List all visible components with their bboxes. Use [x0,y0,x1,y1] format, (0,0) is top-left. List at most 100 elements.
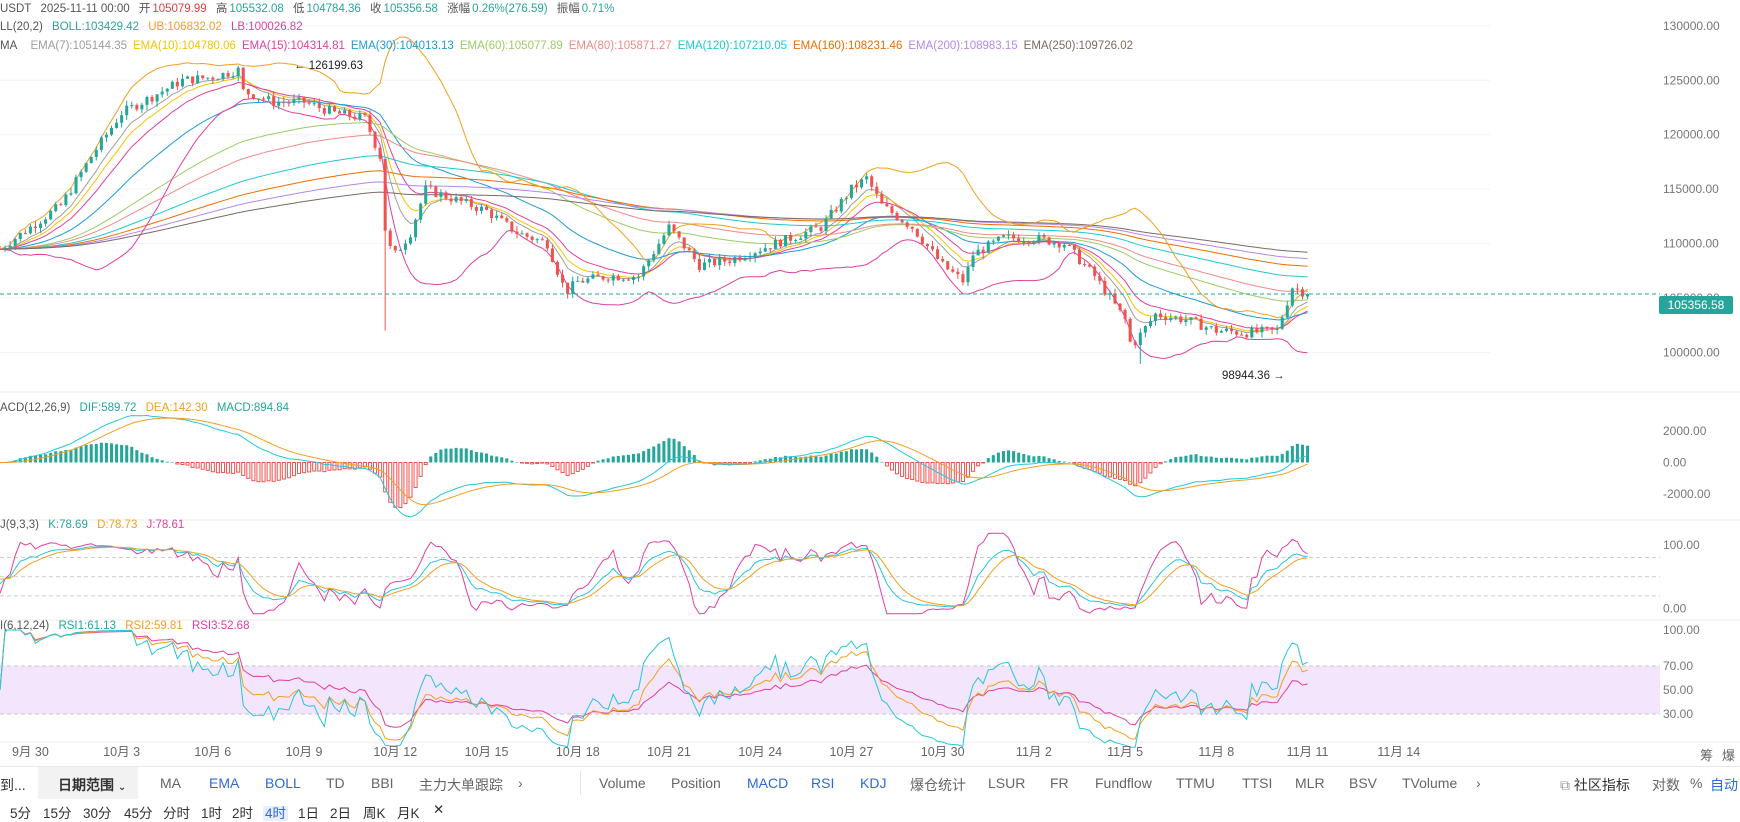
candle-body [1143,325,1147,333]
candle-body [226,72,230,77]
candle-body [621,279,625,281]
macd-histogram-bar [834,453,838,463]
candle-body [1265,326,1269,328]
candle-body [79,171,83,178]
macd-tick-label: 2000.00 [1663,424,1707,438]
candle-body [0,248,2,250]
main-indicator-boll[interactable]: BOLL [265,775,301,791]
macd-histogram-bar [347,462,352,470]
kdj-tick-label: 0.00 [1663,602,1687,616]
candle-body [1290,288,1294,306]
main-indicator-ema[interactable]: EMA [209,775,240,791]
macd-histogram-bar [317,462,322,472]
log-scale-toggle[interactable]: 对数 [1652,777,1680,793]
timeframe-4时[interactable]: 4时 [263,806,289,821]
macd-value: MACD:894.84 [216,402,290,414]
auto-scale-toggle[interactable]: 自动 [1710,777,1738,793]
candle-body [520,233,524,235]
sub-indicator-item[interactable]: MACD [747,775,789,791]
sub-indicator-item[interactable]: TTMU [1176,775,1215,791]
kdj-legend[interactable]: J(9,3,3) K:78.69 D:78.73 J:78.61 [0,519,185,531]
timeframe-周K[interactable]: 周K [363,806,386,821]
candle-body [586,278,590,283]
timeframe-月K[interactable]: 月K [397,806,420,821]
candle-body [1184,320,1188,323]
sub-indicator-item[interactable]: FR [1050,775,1069,791]
macd-dea: DEA:142.30 [145,402,208,414]
macd-histogram-bar [1275,455,1279,463]
main-indicator-主力大单跟踪[interactable]: 主力大单跟踪 [419,777,503,793]
liquidation-button[interactable]: 爆 [1722,748,1736,763]
macd-legend[interactable]: ACD(12,26,9) DIF:589.72 DEA:142.30 MACD:… [0,402,290,414]
timeframe-45分[interactable]: 45分 [124,806,153,821]
macd-histogram-bar [1240,458,1244,463]
sub-indicator-item[interactable]: TVolume [1402,775,1458,791]
sub-indicator-item[interactable]: TTSI [1242,775,1273,791]
macd-histogram-bar [1300,444,1305,463]
chevron-right-icon[interactable]: › [1476,775,1481,791]
community-indicators-button[interactable]: ⧉ 社区指标 [1560,777,1630,793]
candle-body [1219,331,1223,333]
price-tick-label: 130000.00 [1663,19,1720,33]
sub-indicator-item[interactable]: Position [671,775,721,791]
candle-body [875,186,879,194]
chevron-right-icon[interactable]: › [518,775,523,791]
sub-indicator-item[interactable]: MLR [1295,775,1325,791]
macd-histogram-bar [69,449,73,463]
timeframe-2日[interactable]: 2日 [330,806,352,821]
sub-indicator-item[interactable]: RSI [811,775,835,791]
close-icon[interactable]: ✕ [433,802,445,817]
candle-body [18,232,22,239]
macd-histogram-bar [210,462,215,473]
date-jump[interactable]: 到... [0,777,26,793]
sub-indicator-item[interactable]: Fundflow [1095,775,1152,791]
macd-histogram-bar [226,462,231,474]
candle-body [657,243,661,255]
macd-histogram-bar [794,456,798,463]
sub-indicator-item[interactable]: 爆仓统计 [910,777,966,793]
sub-indicator-item[interactable]: LSUR [988,775,1026,791]
macd-histogram-bar [434,452,438,463]
chart-canvas[interactable]: 130000.00 125000.00 120000.00 115000.00 1100… [0,0,1740,766]
ema-legend[interactable]: MA EMA(7):105144.35 EMA(10):104780.06 EMA(… [0,40,1133,52]
rsi-legend[interactable]: I(6,12,24) RSI1:61.13 RSI2:59.81 RSI3:52… [0,620,250,632]
boll-legend[interactable]: LL(20,2) BOLL:103429.42 UB:106832.02 LB:… [0,21,303,33]
macd-histogram-bar [945,462,950,485]
macd-histogram-bar [748,462,753,464]
timeframe-5分[interactable]: 5分 [10,806,32,821]
main-indicator-bbi[interactable]: BBI [371,775,394,791]
timeframe-1日[interactable]: 1日 [298,806,320,821]
candle-body [368,115,372,132]
candle-body [819,227,823,231]
candle-body [956,271,960,275]
candle-body [905,222,909,227]
main-indicator-ma[interactable]: MA [160,775,181,791]
sub-indicator-item[interactable]: Volume [599,775,646,791]
sub-indicator-item[interactable]: KDJ [860,775,887,791]
timeframe-分时[interactable]: 分时 [163,806,190,821]
macd-histogram-bar [418,462,423,477]
chip-distribution-button[interactable]: 筹 [1700,748,1714,763]
timeframe-15分[interactable]: 15分 [43,806,72,821]
candle-body [135,105,139,110]
x-tick-label: 10月 21 [647,745,691,759]
date-range-select[interactable]: 日期范围 ⌄ [58,777,127,793]
macd-histogram-bar [398,462,403,508]
timeframe-30分[interactable]: 30分 [83,806,112,821]
macd-histogram-bar [200,462,205,470]
candle-body [84,163,88,172]
macd-histogram-bar [550,462,555,467]
ema-legend-item: EMA(30):104013.13 [350,40,454,52]
percent-scale-toggle[interactable]: % [1690,775,1703,791]
macd-histogram-bar [271,462,276,482]
timeframe-2时[interactable]: 2时 [232,806,254,821]
candle-body [201,75,205,79]
macd-histogram-bar [626,454,630,463]
sub-indicator-item[interactable]: BSV [1349,775,1378,791]
macd-dea-line [0,417,1308,506]
macd-histogram-bar [495,456,499,463]
main-indicator-td[interactable]: TD [326,775,345,791]
timeframe-1时[interactable]: 1时 [201,806,223,821]
rsi3-line [0,629,1308,728]
macd-histogram-bar [870,452,874,463]
